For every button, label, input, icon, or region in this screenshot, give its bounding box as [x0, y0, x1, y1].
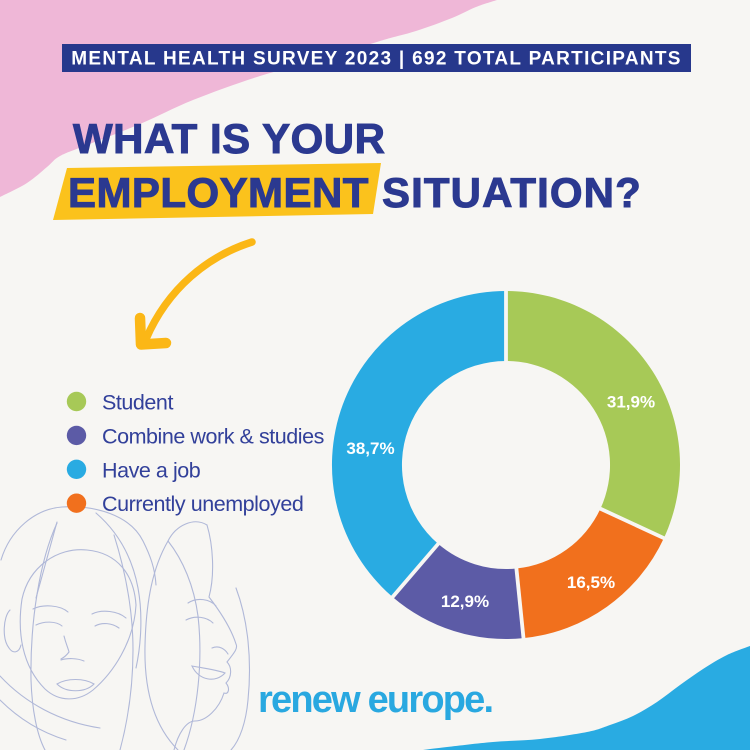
svg-text:Student: Student — [102, 391, 173, 415]
svg-text:38,7%: 38,7% — [346, 439, 394, 458]
svg-text:31,9%: 31,9% — [607, 393, 655, 412]
svg-text:WHAT IS YOUR: WHAT IS YOUR — [73, 115, 385, 162]
svg-text:16,5%: 16,5% — [567, 573, 615, 592]
svg-text:12,9%: 12,9% — [441, 592, 489, 611]
svg-text:SITUATION?: SITUATION? — [382, 169, 642, 216]
svg-text:Combine work & studies: Combine work & studies — [102, 424, 324, 448]
svg-text:Have a job: Have a job — [102, 458, 201, 482]
svg-text:EMPLOYMENT: EMPLOYMENT — [68, 169, 369, 216]
svg-text:MENTAL HEALTH SURVEY 2023 | 69: MENTAL HEALTH SURVEY 2023 | 692 TOTAL PA… — [71, 49, 682, 70]
svg-text:renew europe.: renew europe. — [258, 679, 492, 721]
svg-text:Currently unemployed: Currently unemployed — [102, 492, 303, 516]
